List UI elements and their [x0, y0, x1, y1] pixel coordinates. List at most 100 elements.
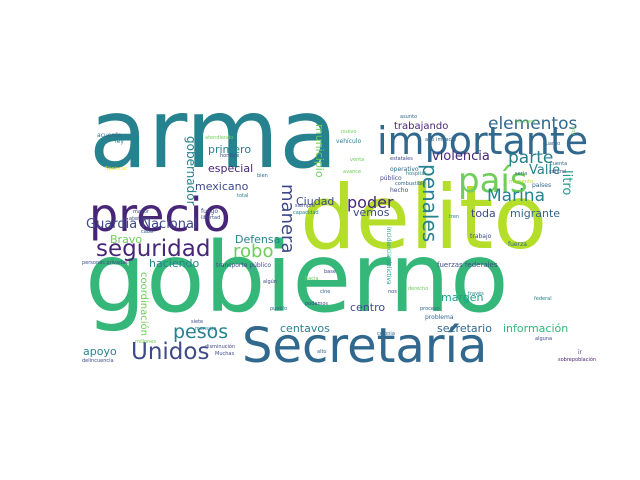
word-hospital: hospital	[406, 171, 426, 177]
word-traves: través	[468, 291, 484, 297]
word-libertad: libertad	[201, 215, 221, 221]
word-alto: alto	[317, 349, 327, 355]
word-coordinacion: coordinación	[138, 272, 149, 336]
word-bien: bien	[257, 173, 268, 179]
word-delito: delito	[300, 166, 548, 269]
word-colonia: colonia	[377, 331, 395, 337]
word-migrante: migrante	[510, 207, 561, 220]
word-problema: problema	[425, 314, 454, 321]
word-municipio: municipio	[313, 124, 326, 178]
word-disminucion: disminución	[205, 344, 236, 350]
word-centavos: centavos	[280, 322, 330, 335]
word-pueblo: pueblo	[270, 306, 288, 312]
word-violencia: violencia	[432, 149, 490, 164]
word-delincuencia: delincuencia	[82, 358, 114, 364]
word-total: total	[237, 193, 249, 199]
word-cloud: gobierno arma delito Secretaría precio i…	[75, 86, 596, 374]
word-hoy: hoy	[570, 126, 576, 136]
word-robo: robo	[233, 241, 274, 262]
word-manera: manera	[277, 184, 298, 254]
word-mayor: mayor	[133, 209, 150, 215]
word-muchas: Muchas	[215, 351, 235, 357]
word-fuego: fuego	[201, 208, 219, 215]
word-acuerdo: acuerdo	[97, 132, 122, 139]
word-defensa: Defensa	[235, 233, 281, 246]
word-hombre: hombre	[220, 153, 240, 159]
word-federal: federal	[534, 296, 552, 302]
word-trabajo: trabajo	[470, 233, 492, 240]
word-guardia-nacional: Guardia Nacional	[86, 217, 198, 232]
word-millones: millones	[135, 339, 156, 345]
word-nos: nos	[388, 289, 397, 295]
word-valle: Valle	[529, 163, 561, 178]
word-cabo: cabo	[141, 229, 154, 235]
word-secretaria: Secretaría	[242, 318, 488, 374]
word-parte: parte	[508, 148, 554, 168]
word-proceso: proceso	[420, 306, 440, 312]
word-importante: importante	[377, 119, 589, 163]
word-ir: ir	[578, 349, 583, 356]
word-margen: margen	[441, 291, 484, 304]
word-venta: venta	[350, 157, 365, 163]
word-especial: especial	[208, 162, 254, 175]
word-centro: centro	[350, 301, 386, 314]
word-toda: toda	[471, 207, 496, 220]
word-unidos: Unidos	[131, 339, 210, 365]
word-elementos: elementos	[488, 114, 578, 134]
word-numero: número	[516, 119, 536, 125]
word-podemos: podemos	[305, 301, 329, 307]
word-capacidad: capacidad	[293, 210, 319, 216]
word-fuerza: fuerza	[508, 241, 527, 248]
word-operativo: operativo	[390, 166, 419, 173]
word-incidencia-delictiva: incidencia delictiva	[385, 227, 392, 285]
word-control: control	[549, 169, 567, 175]
word-vemos: vemos	[353, 206, 390, 219]
word-cine: cine	[320, 289, 331, 295]
word-cuanto: cuanto	[543, 141, 561, 147]
word-siete: siete	[191, 319, 204, 325]
word-nuevo: nuevo	[341, 129, 357, 135]
word-trabajando: trabajando	[394, 121, 449, 132]
word-avance: avance	[343, 169, 362, 175]
word-alguna: alguna	[535, 336, 553, 342]
word-vehiculo: vehículo	[336, 138, 362, 145]
word-poder: poder	[347, 193, 394, 212]
word-precio: precio	[89, 188, 231, 242]
word-mensaje: mensaje	[195, 326, 217, 332]
word-paises: países	[532, 182, 552, 189]
word-haciendo: haciendo	[149, 257, 200, 270]
word-litro: litro	[559, 170, 574, 196]
word-gobierno: gobierno	[85, 222, 509, 334]
word-alto-impacto: alto impacto	[425, 137, 457, 143]
word-cuenta: cuenta	[550, 161, 568, 167]
word-pesos: pesos	[173, 321, 229, 343]
word-personas-privadas: personas privadas	[82, 260, 128, 266]
word-fuerzas-federales: fuerzas federales	[437, 261, 498, 269]
word-seguridad: seguridad	[96, 236, 211, 262]
word-publico: público	[380, 175, 402, 182]
word-penales: penales	[418, 164, 442, 243]
word-combustible: combustible	[395, 181, 426, 187]
word-hacia: hacia	[305, 276, 319, 282]
word-sobrepoblacion: sobrepoblación	[558, 357, 597, 363]
word-nacional: Nacional	[105, 166, 127, 172]
word-estatales: estatales	[390, 156, 413, 162]
word-gobernador: gobernador	[184, 136, 198, 206]
word-atender: atender	[129, 216, 149, 222]
word-pais: país	[458, 161, 528, 201]
word-ley: ley	[115, 138, 124, 145]
word-momento: momento	[509, 179, 534, 185]
word-algun: algún	[263, 279, 277, 285]
word-arma: arma	[89, 78, 338, 190]
word-secretario: secretario	[437, 322, 492, 335]
word-hecho: hecho	[390, 187, 409, 194]
word-asunto: asunto	[400, 114, 418, 120]
word-atendiendo: atendiendo	[205, 135, 234, 141]
word-tren: tren	[449, 214, 460, 220]
word-siempre: siempre	[295, 203, 316, 209]
word-derecho: derecho	[408, 286, 429, 292]
word-mexicano: mexicano	[195, 180, 249, 193]
word-seria: sería	[515, 171, 528, 177]
word-marina: Marina	[487, 186, 545, 206]
word-apoyo: apoyo	[83, 345, 117, 358]
